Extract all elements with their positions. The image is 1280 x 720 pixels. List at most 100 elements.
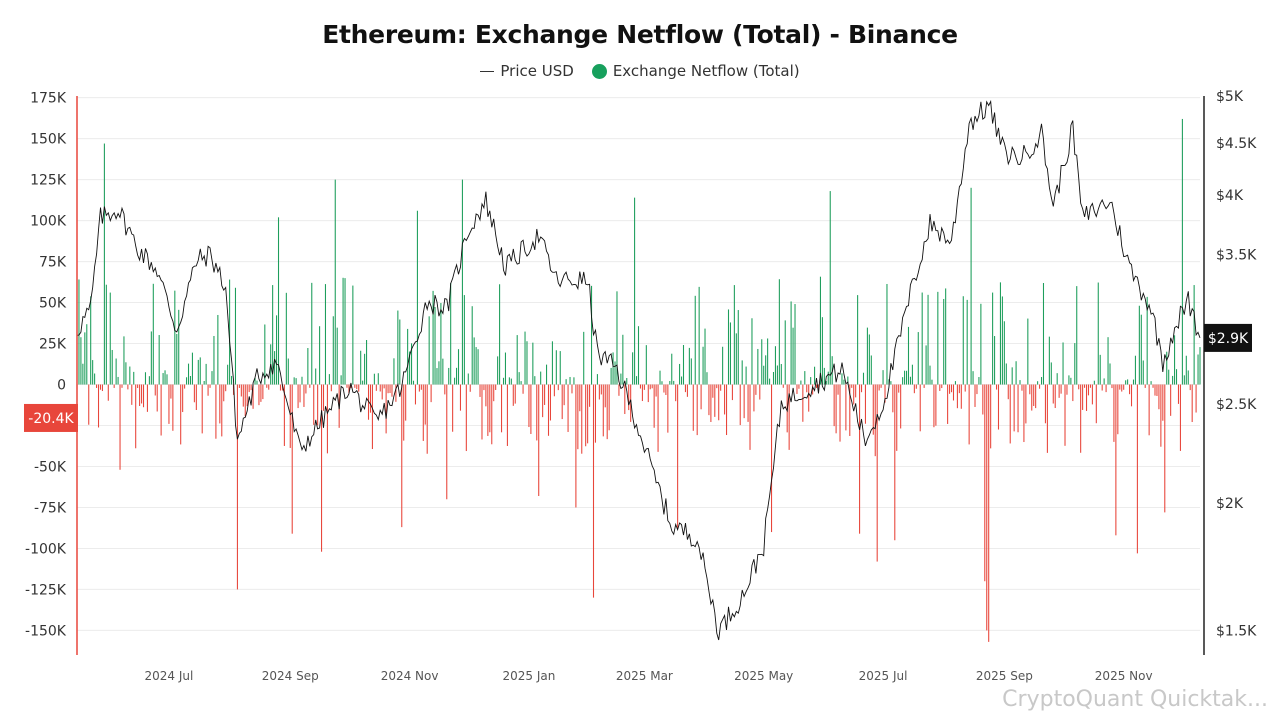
netflow-bar bbox=[886, 283, 888, 385]
netflow-bar bbox=[812, 384, 814, 395]
netflow-bar bbox=[274, 351, 276, 385]
netflow-bar bbox=[287, 358, 289, 385]
netflow-bar bbox=[819, 276, 821, 385]
netflow-bar bbox=[649, 384, 651, 390]
netflow-bar bbox=[663, 384, 665, 393]
netflow-bar bbox=[250, 384, 252, 391]
tick-labels: 175K150K125K100K75K50K25K0-25K-50K-75K-1… bbox=[24, 89, 1257, 683]
netflow-bar bbox=[1132, 379, 1135, 385]
netflow-bar bbox=[414, 384, 417, 405]
netflow-bar bbox=[276, 315, 278, 385]
netflow-bar bbox=[90, 296, 92, 385]
y-left-tick-label: 50K bbox=[39, 296, 67, 312]
netflow-dot-swatch bbox=[591, 63, 607, 79]
netflow-bar bbox=[307, 348, 309, 385]
netflow-bar bbox=[594, 384, 596, 443]
netflow-bar bbox=[256, 380, 258, 385]
netflow-bar bbox=[1031, 384, 1033, 411]
netflow-bar bbox=[1070, 377, 1072, 385]
legend-item-netflow[interactable]: Exchange Netflow (Total) bbox=[591, 62, 800, 80]
netflow-bar bbox=[606, 384, 608, 440]
netflow-bar bbox=[954, 381, 956, 385]
x-tick-label: 2025 Mar bbox=[616, 669, 673, 683]
netflow-bar bbox=[1058, 384, 1060, 398]
netflow-bar bbox=[684, 384, 686, 393]
netflow-bar bbox=[681, 376, 683, 385]
netflow-bar bbox=[990, 384, 992, 449]
netflow-bar bbox=[528, 384, 530, 428]
netflow-bar bbox=[1172, 375, 1174, 385]
netflow-bar bbox=[968, 384, 970, 445]
netflow-bar bbox=[207, 384, 209, 396]
netflow-bar bbox=[855, 384, 857, 398]
netflow-bar bbox=[585, 384, 587, 447]
netflow-bar bbox=[884, 384, 886, 403]
netflow-bar bbox=[405, 384, 407, 421]
netflow-bar bbox=[904, 370, 906, 385]
netflow-bar bbox=[109, 292, 111, 385]
netflow-bar bbox=[430, 384, 432, 403]
x-tick-label: 2024 Jul bbox=[145, 669, 194, 683]
netflow-bar bbox=[857, 295, 859, 385]
netflow-bar bbox=[246, 384, 248, 407]
netflow-bar bbox=[1179, 384, 1181, 451]
netflow-bar bbox=[501, 384, 503, 433]
netflow-bar bbox=[679, 363, 681, 385]
netflow-bar bbox=[1189, 384, 1191, 391]
netflow-bar bbox=[900, 384, 902, 429]
netflow-bar bbox=[596, 374, 598, 385]
netflow-bar bbox=[1076, 286, 1078, 385]
netflow-bar bbox=[1195, 384, 1197, 413]
netflow-bar bbox=[1193, 285, 1195, 385]
netflow-bar bbox=[929, 365, 931, 385]
netflow-bar bbox=[82, 363, 84, 385]
y-right-tick-label: $4.5K bbox=[1216, 136, 1257, 152]
netflow-bar bbox=[1140, 314, 1142, 385]
netflow-bar bbox=[530, 384, 532, 434]
netflow-bar bbox=[324, 284, 327, 385]
netflow-bar bbox=[334, 179, 336, 385]
netflow-bar bbox=[575, 384, 577, 508]
netflow-bar bbox=[696, 384, 698, 436]
netflow-bar bbox=[1029, 384, 1031, 395]
y-left-tick-label: -125K bbox=[25, 582, 67, 598]
netflow-bar bbox=[1099, 354, 1101, 385]
legend-label-price: Price USD bbox=[500, 62, 574, 80]
netflow-bar bbox=[344, 278, 346, 385]
netflow-bar bbox=[735, 333, 737, 385]
netflow-bar bbox=[469, 384, 471, 392]
netflow-bar bbox=[994, 336, 996, 385]
netflow-bar bbox=[866, 327, 868, 385]
netflow-bar bbox=[729, 322, 731, 385]
netflow-bar bbox=[636, 376, 638, 385]
netflow-bar bbox=[209, 384, 211, 388]
netflow-bar bbox=[309, 384, 311, 388]
netflow-bar bbox=[532, 342, 534, 385]
netflow-bar bbox=[859, 384, 861, 534]
netflow-bar bbox=[549, 384, 551, 421]
netflow-bar bbox=[1003, 321, 1005, 385]
netflow-bar bbox=[340, 375, 342, 385]
netflow-bar bbox=[186, 377, 188, 385]
netflow-bar bbox=[189, 376, 192, 385]
price-last-value-label: $2.9K bbox=[1208, 331, 1249, 347]
netflow-bar bbox=[493, 384, 495, 402]
price-series bbox=[76, 99, 1201, 641]
netflow-bar bbox=[872, 384, 874, 435]
netflow-bar bbox=[191, 352, 193, 385]
grid-lines bbox=[77, 97, 1200, 631]
legend-item-price[interactable]: Price USD bbox=[480, 62, 574, 80]
netflow-bar bbox=[1158, 384, 1160, 410]
netflow-bars bbox=[76, 118, 1201, 642]
netflow-bar bbox=[1068, 375, 1070, 385]
netflow-bar bbox=[174, 290, 176, 385]
netflow-bar bbox=[166, 374, 168, 385]
netflow-bar bbox=[1121, 384, 1123, 392]
x-tick-label: 2025 Nov bbox=[1095, 669, 1153, 683]
price-last-value-badge bbox=[1204, 323, 1252, 352]
netflow-bar bbox=[385, 384, 387, 434]
netflow-bar bbox=[647, 384, 649, 403]
netflow-bar bbox=[1109, 363, 1111, 385]
netflow-bar bbox=[391, 384, 393, 397]
netflow-bar bbox=[262, 384, 264, 400]
